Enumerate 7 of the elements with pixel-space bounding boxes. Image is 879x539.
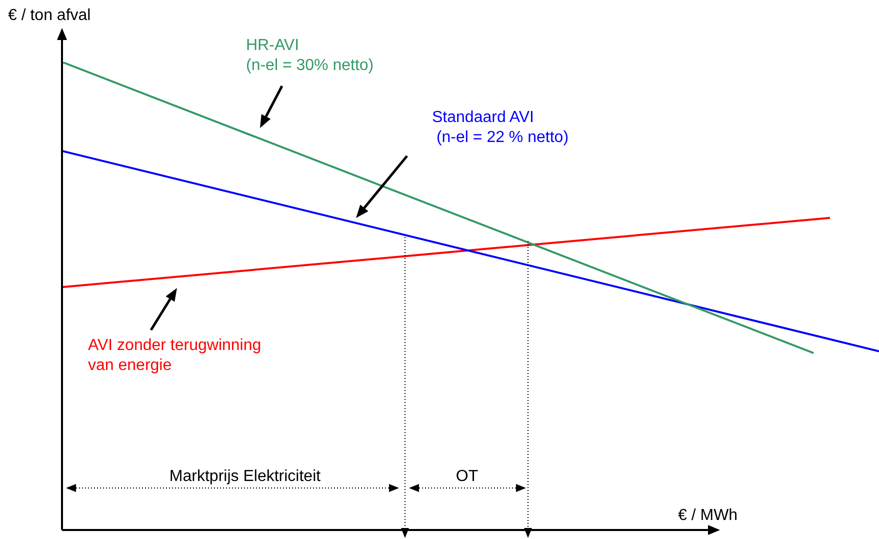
text: AVI zonder terugwinning van energie bbox=[88, 336, 262, 376]
text: Standaard AVI (n-el = 22 % netto) bbox=[432, 108, 569, 148]
annotation: Marktprijs Elektriciteit bbox=[165, 467, 325, 487]
y-axis-title: € / ton afval bbox=[8, 6, 91, 26]
annotation: OT bbox=[452, 467, 482, 487]
text: HR-AVI (n-el = 30% netto) bbox=[246, 36, 374, 76]
x-axis-title: € / MWh bbox=[678, 506, 738, 526]
